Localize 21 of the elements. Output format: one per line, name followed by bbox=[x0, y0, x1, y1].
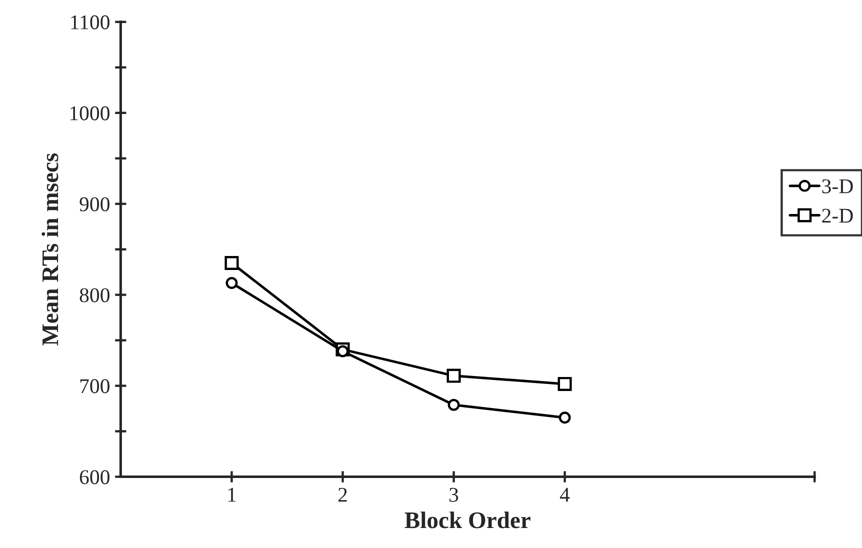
legend-label: 3-D bbox=[822, 179, 853, 194]
point bbox=[224, 256, 239, 270]
point bbox=[336, 345, 349, 358]
x-tick-label: 4 bbox=[560, 488, 570, 502]
x-tick-label: 1 bbox=[228, 488, 236, 502]
legend-label: 2-D bbox=[822, 208, 853, 223]
point bbox=[226, 277, 238, 289]
y-tick-label: 600 bbox=[80, 470, 110, 484]
point bbox=[446, 368, 461, 383]
y-tick-label: 700 bbox=[80, 379, 110, 394]
x-axis-title: Block Order bbox=[404, 512, 530, 528]
point bbox=[558, 376, 572, 391]
x-tick-label: 3 bbox=[450, 488, 458, 502]
x-tick-label: 2 bbox=[338, 488, 347, 502]
point bbox=[448, 398, 460, 411]
point bbox=[558, 412, 571, 424]
y-axis-title: Mean RTs in msecs bbox=[42, 153, 58, 346]
y-tick-label: 800 bbox=[80, 288, 110, 302]
y-tick-label: 900 bbox=[80, 197, 110, 212]
y-tick-label: 1100 bbox=[71, 15, 110, 30]
y-tick-label: 1000 bbox=[70, 106, 110, 120]
